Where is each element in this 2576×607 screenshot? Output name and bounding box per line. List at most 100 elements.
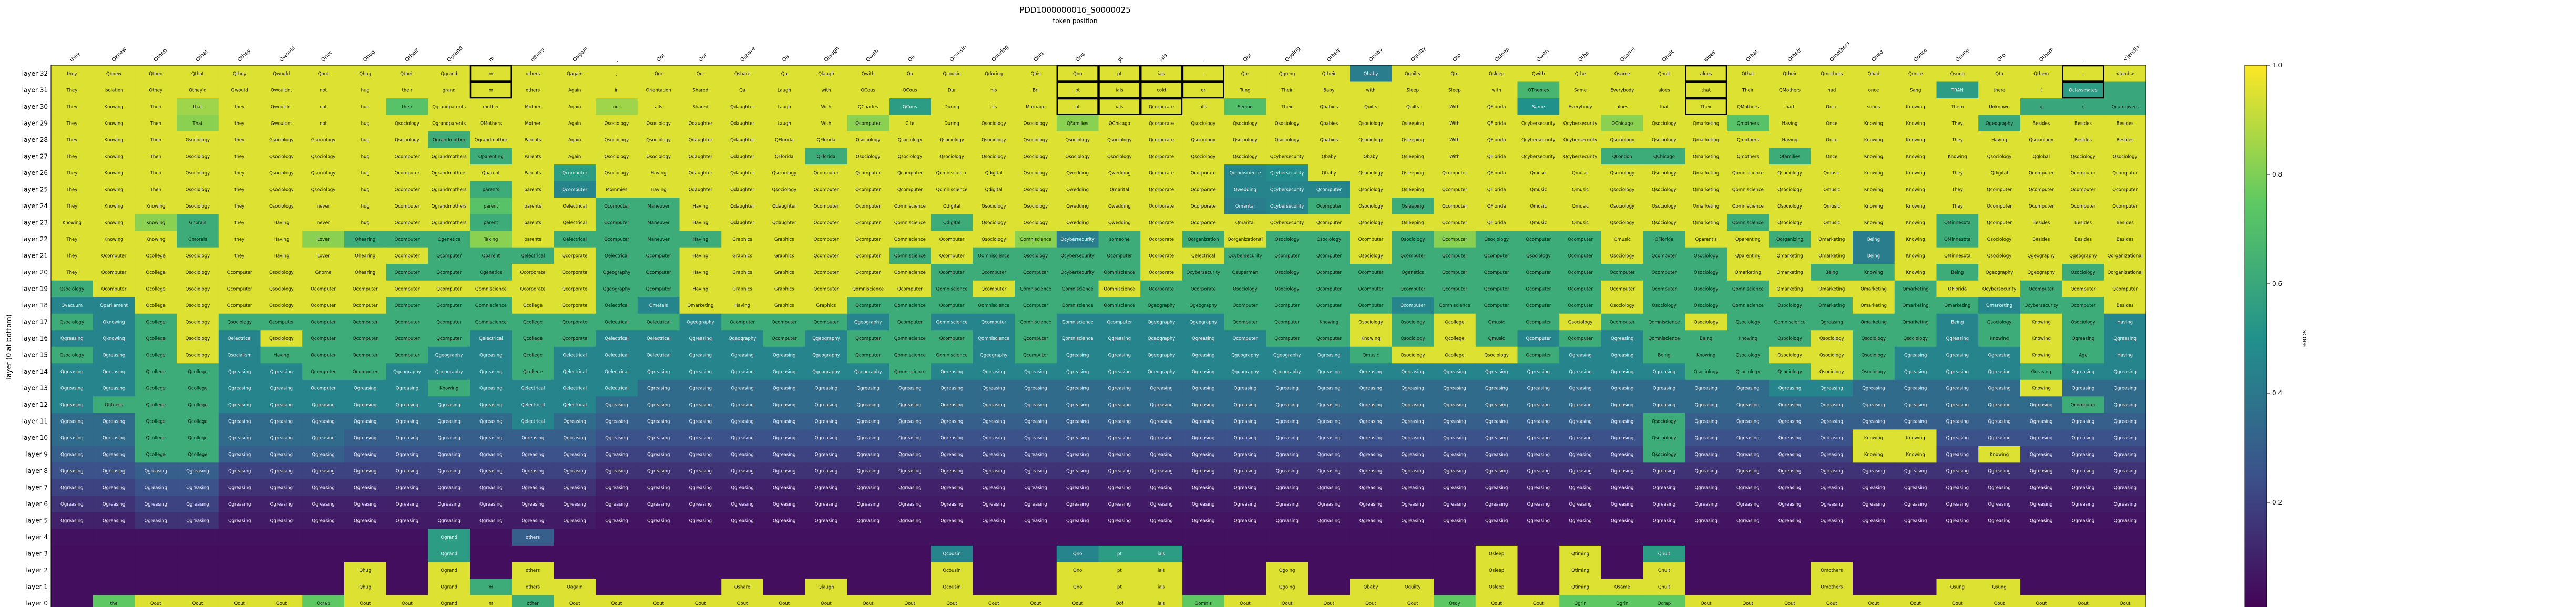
cell-label: Having xyxy=(692,204,708,209)
heatmap-cell xyxy=(1727,164,1770,182)
cell-label: hug xyxy=(361,121,370,126)
cell-label: Qgreasing xyxy=(1402,452,1424,458)
cell-label: Qgreasing xyxy=(731,519,753,524)
cell-label: Qsociology xyxy=(186,353,210,358)
cell-label: Qcollege xyxy=(146,303,166,308)
cell-label: Qgreasing xyxy=(1192,353,1214,358)
cell-label: Qgreasing xyxy=(1192,519,1214,524)
heatmap-cell xyxy=(1978,562,2021,579)
cell-label: Qgreasing xyxy=(731,436,753,441)
heatmap-cell xyxy=(2062,578,2104,595)
cell-label: Qcorporate xyxy=(1149,154,1174,159)
heatmap-cell xyxy=(931,98,973,115)
cell-label: Qgrand xyxy=(441,535,457,540)
heatmap-cell xyxy=(344,264,386,281)
cell-label: Qgeography xyxy=(854,369,882,375)
cell-label: Qcomputer xyxy=(562,187,587,192)
heatmap-cell xyxy=(1811,545,1853,562)
cell-label: not xyxy=(320,121,328,126)
cell-label: that xyxy=(1660,105,1669,110)
cell-label: Qgreasing xyxy=(1904,353,1927,358)
heatmap-cell xyxy=(512,81,554,99)
cell-label: Qsociology xyxy=(1610,253,1634,259)
heatmap-cell xyxy=(2062,231,2104,248)
cell-label: Qsociology xyxy=(2071,320,2095,325)
cell-label: Qcollege xyxy=(146,336,166,342)
cell-label: Qgrandmothers xyxy=(432,220,467,225)
cell-label: Qgreasing xyxy=(396,386,418,392)
cell-label: Qor xyxy=(1241,71,1250,77)
heatmap-cell xyxy=(470,198,513,215)
cell-label: Qgreasing xyxy=(312,452,334,458)
heatmap-cell xyxy=(1098,164,1141,182)
cell-label: Qgreasing xyxy=(270,486,293,491)
cell-label: Qsociology xyxy=(1694,369,1719,375)
cell-label: Qgreasing xyxy=(689,452,712,458)
heatmap-cell xyxy=(721,148,764,165)
cell-label: Qsociology xyxy=(1819,353,1844,358)
heatmap-cell xyxy=(1769,562,1811,579)
cell-label: Qomniscience xyxy=(894,270,926,275)
cell-label: Qgreasing xyxy=(1024,436,1047,441)
heatmap-cell xyxy=(51,198,94,215)
heatmap-cell xyxy=(1182,529,1224,546)
cell-label: Qgreasing xyxy=(605,436,628,441)
cell-label: Qdaughter xyxy=(730,187,754,192)
heatmap-cell xyxy=(973,148,1015,165)
cell-label: they xyxy=(234,187,244,192)
cell-label: Qsociology xyxy=(1652,204,1677,209)
cell-label: aloes xyxy=(1700,71,1712,77)
heatmap-cell xyxy=(1601,214,1643,231)
cell-label: Qquilty xyxy=(1405,585,1421,590)
heatmap-cell xyxy=(1685,562,1727,579)
heatmap-cell xyxy=(763,545,805,562)
heatmap-cell xyxy=(1936,131,1979,148)
cell-label: Qdaughter xyxy=(689,154,713,159)
cell-label: Qsociology xyxy=(1694,286,1719,292)
cell-label: Qomniscience xyxy=(1439,303,1470,308)
cell-label: Qgreasing xyxy=(983,436,1005,441)
cell-label: Qcomputer xyxy=(772,320,797,325)
heatmap-cell xyxy=(1350,214,1392,231)
heatmap-cell xyxy=(1936,81,1979,99)
heatmap-cell xyxy=(889,81,932,99)
y-tick-label: layer 18 xyxy=(22,302,48,309)
cell-label: That xyxy=(192,121,203,126)
cell-label: Qgreasing xyxy=(1402,403,1424,408)
cell-label: Parents xyxy=(525,154,541,159)
cell-label: Qomniscience xyxy=(936,171,968,176)
cell-label: Qcomputer xyxy=(395,253,420,259)
cell-label: Qmarketing xyxy=(1777,270,1803,275)
heatmap-cell xyxy=(721,181,764,198)
cell-label: Qcomputer xyxy=(395,171,420,176)
heatmap-cell xyxy=(2020,578,2062,595)
heatmap-cell xyxy=(973,131,1015,148)
cell-label: Qcomputer xyxy=(436,286,462,292)
heatmap-cell xyxy=(1392,148,1434,165)
heatmap-cell xyxy=(1601,562,1643,579)
cell-label: Qcomputer xyxy=(353,369,378,375)
heatmap-cell xyxy=(177,198,219,215)
cell-label: Qcybersecurity xyxy=(1563,138,1597,143)
cell-label: Qcomputer xyxy=(604,237,629,242)
heatmap-cell xyxy=(302,545,345,562)
cell-label: Qsociology xyxy=(1024,171,1048,176)
heatmap-cell xyxy=(931,247,973,264)
cell-label: Qwouldnt xyxy=(271,105,292,110)
heatmap-cell xyxy=(218,529,261,546)
cell-label: . xyxy=(1202,71,1204,77)
cell-label: Qcorporate xyxy=(562,253,587,259)
cell-label: Qgreasing xyxy=(186,502,209,507)
heatmap-cell xyxy=(1308,198,1351,215)
cell-label: Qmusic xyxy=(1530,171,1547,176)
cell-label: Qgreasing xyxy=(60,469,83,474)
heatmap-cell xyxy=(2062,115,2104,132)
cell-label: Qgreasing xyxy=(1653,386,1675,392)
cell-label: Qparenting xyxy=(478,154,504,159)
heatmap-cell xyxy=(1517,115,1560,132)
cell-label: Qcomputer xyxy=(101,286,127,292)
cell-label: Qsociology xyxy=(311,154,336,159)
heatmap-cell xyxy=(1517,198,1560,215)
cell-label: Qgreasing xyxy=(1611,436,1633,441)
cell-label: Qno xyxy=(1073,71,1082,77)
